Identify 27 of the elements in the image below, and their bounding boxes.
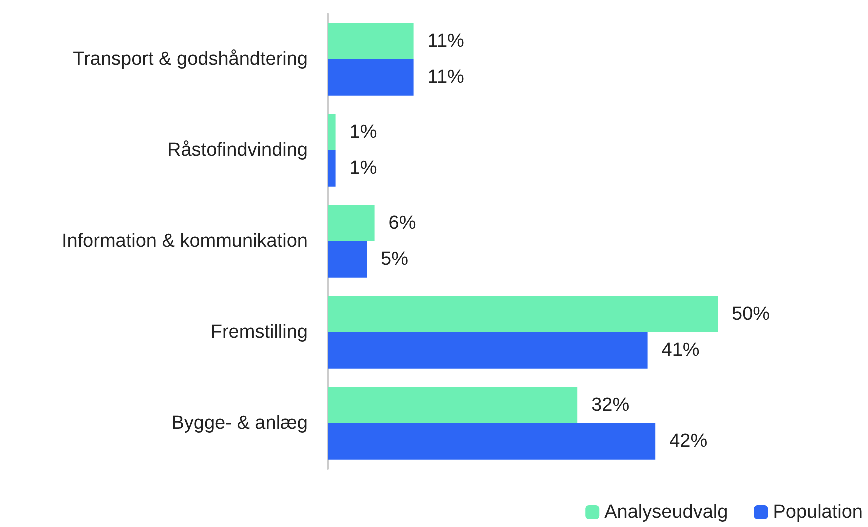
data-label: 11% <box>428 67 465 88</box>
data-label: 1% <box>350 122 378 143</box>
y-tick-label: Transport & godshåndtering <box>73 49 308 70</box>
y-tick-label: Bygge- & anlæg <box>172 413 308 434</box>
bar <box>328 60 414 96</box>
bar <box>328 332 648 369</box>
data-label: 6% <box>388 212 416 234</box>
bar <box>328 242 367 278</box>
data-label: 32% <box>592 394 630 416</box>
data-label: 50% <box>732 304 770 325</box>
bar <box>328 296 718 332</box>
data-label: 42% <box>670 431 708 452</box>
data-label: 11% <box>428 30 465 52</box>
data-label: 5% <box>381 249 409 270</box>
y-tick-label: Information & kommunikation <box>62 231 308 252</box>
bar <box>328 387 578 424</box>
y-tick-label: Råstofindvinding <box>168 140 308 161</box>
legend-label: Analyseudvalg <box>604 502 728 523</box>
y-tick-label: Fremstilling <box>210 322 308 343</box>
legend-label: Population <box>773 502 863 523</box>
bar <box>328 205 375 242</box>
data-label: 1% <box>350 158 378 180</box>
bar <box>328 150 336 187</box>
bar <box>328 23 414 60</box>
data-label: 41% <box>662 340 700 362</box>
bar <box>328 114 336 150</box>
bar <box>328 424 656 460</box>
